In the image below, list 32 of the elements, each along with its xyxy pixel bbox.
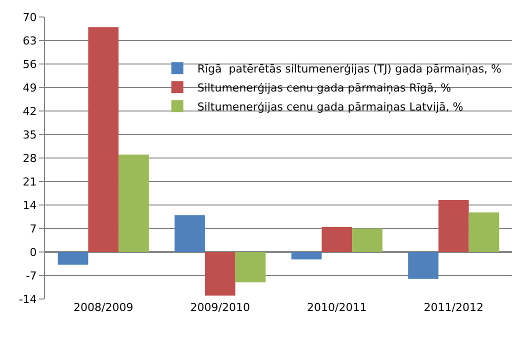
- bar: [438, 200, 469, 252]
- y-tick-label: 35: [22, 128, 37, 142]
- bar: [118, 154, 149, 252]
- bar: [291, 252, 322, 260]
- y-tick-label: 63: [22, 34, 37, 48]
- legend-label: Rīgā patērētās siltumenerģijas (TJ) gada pārmaiņas, %: [197, 62, 502, 76]
- legend-label: Siltumenerģijas cenu gada pārmaiņas Latvijā, %: [197, 100, 464, 114]
- bar: [468, 212, 500, 252]
- y-tick-label: 7: [30, 222, 37, 236]
- bar: [235, 252, 266, 282]
- x-tick-label: 2009/2010: [190, 301, 250, 314]
- bar: [352, 228, 382, 252]
- x-tick-label: 2011/2012: [424, 301, 484, 314]
- bar: [204, 252, 236, 296]
- y-tick-label: 49: [22, 81, 37, 94]
- legend-label: Siltumenerģijas cenu gada pārmaiņas Rīgā, %: [197, 81, 452, 94]
- y-tick-label: -14: [18, 292, 37, 306]
- y-tick-label: 56: [22, 58, 37, 71]
- bar: [322, 226, 352, 252]
- x-tick-label: 2008/2009: [74, 301, 134, 314]
- bar: [174, 215, 205, 252]
- y-tick-label: 21: [22, 175, 37, 188]
- y-tick-label: 70: [22, 10, 37, 24]
- y-tick-label: -7: [26, 269, 37, 282]
- y-tick-label: 0: [30, 246, 37, 259]
- bar: [88, 27, 119, 252]
- y-tick-label: 42: [22, 104, 37, 118]
- bar: [58, 252, 88, 265]
- x-tick-label: 2010/2011: [307, 301, 367, 314]
- y-tick-label: 14: [22, 198, 37, 212]
- bar: [408, 252, 438, 279]
- y-tick-label: 28: [22, 152, 37, 165]
